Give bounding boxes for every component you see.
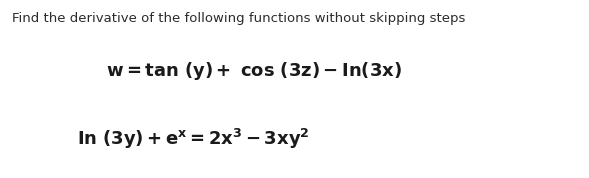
Text: $\bf{w = tan\ (y) +\ cos\ (3z) - In(3x)}$: $\bf{w = tan\ (y) +\ cos\ (3z) - In(3x)}…	[106, 60, 402, 82]
Text: $\bf{In\ (3y) + e^{x} = 2x^{3} - 3xy^{2}}$: $\bf{In\ (3y) + e^{x} = 2x^{3} - 3xy^{2}…	[77, 127, 309, 151]
Text: Find the derivative of the following functions without skipping steps: Find the derivative of the following fun…	[12, 12, 465, 25]
